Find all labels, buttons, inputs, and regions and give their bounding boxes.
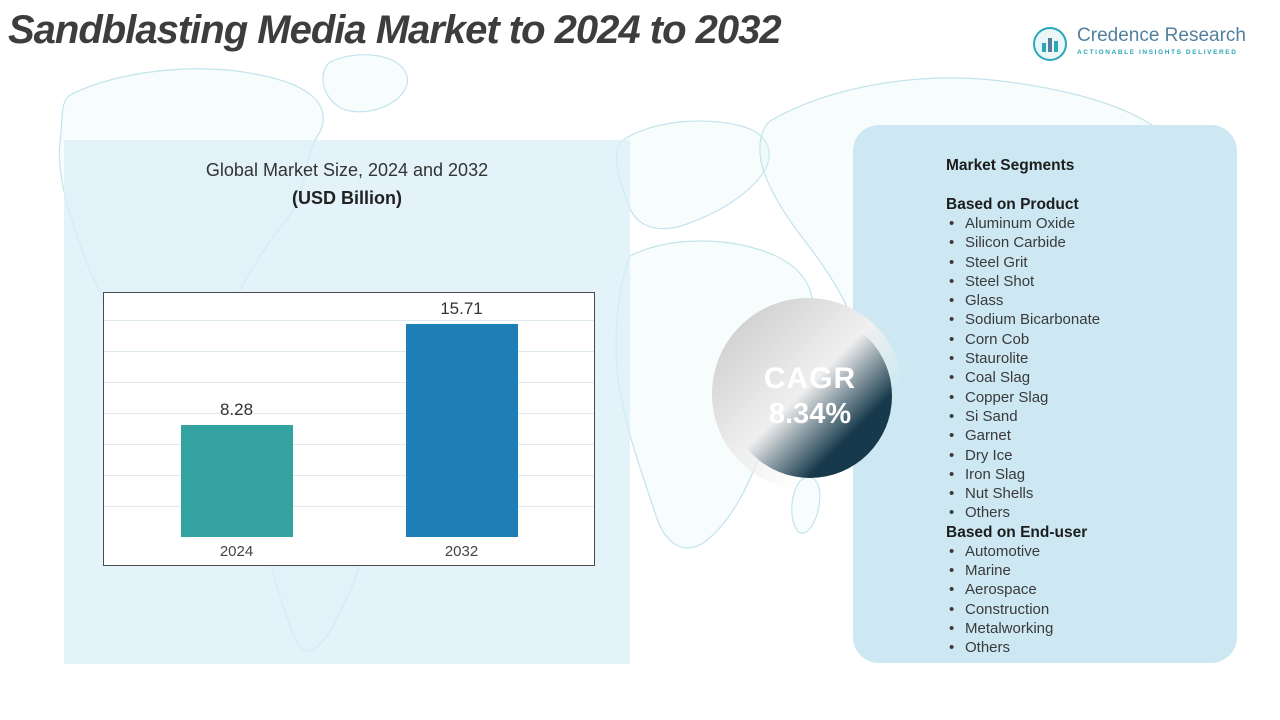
segment-item: Copper Slag bbox=[946, 388, 1209, 408]
bar-2024 bbox=[180, 424, 293, 537]
segment-item: Staurolite bbox=[946, 349, 1209, 369]
segment-item: Marine bbox=[946, 561, 1209, 581]
segment-item: Others bbox=[946, 638, 1209, 658]
segment-item: Metalworking bbox=[946, 619, 1209, 639]
bar-column: 15.71 bbox=[405, 293, 518, 537]
cagr-badge: CAGR 8.34% bbox=[712, 298, 904, 490]
segment-item: Iron Slag bbox=[946, 465, 1209, 485]
page-title: Sandblasting Media Market to 2024 to 203… bbox=[8, 8, 782, 52]
credence-logo-icon bbox=[1033, 27, 1068, 61]
segment-item: Aerospace bbox=[946, 580, 1209, 600]
segment-group-heading: Based on Product bbox=[946, 196, 1079, 213]
segment-item: Si Sand bbox=[946, 407, 1209, 427]
segment-item: Glass bbox=[946, 291, 1209, 311]
market-size-panel: Global Market Size, 2024 and 2032 (USD B… bbox=[64, 140, 630, 664]
bar-category-row: 2024 2032 bbox=[104, 537, 594, 565]
segment-item: Automotive bbox=[946, 542, 1209, 562]
segment-item: Sodium Bicarbonate bbox=[946, 310, 1209, 330]
segment-item: Aluminum Oxide bbox=[946, 214, 1209, 234]
segment-item: Nut Shells bbox=[946, 484, 1209, 504]
cagr-label: CAGR bbox=[763, 361, 857, 395]
segment-group: Based on ProductAluminum OxideSilicon Ca… bbox=[946, 195, 1209, 523]
bar-chart: 8.28 15.71 2024 2032 bbox=[103, 292, 595, 566]
segment-group: Based on End-userAutomotiveMarineAerospa… bbox=[946, 523, 1209, 658]
segment-list: Aluminum OxideSilicon CarbideSteel GritS… bbox=[946, 214, 1209, 523]
segment-list: AutomotiveMarineAerospaceConstructionMet… bbox=[946, 542, 1209, 658]
chart-subtitle: (USD Billion) bbox=[292, 188, 402, 208]
bar-category-label: 2024 bbox=[219, 542, 254, 560]
bar-column: 8.28 bbox=[180, 293, 293, 537]
market-segments-panel: Market Segments Based on ProductAluminum… bbox=[853, 125, 1237, 663]
bar-category-label: 2032 bbox=[444, 542, 479, 560]
brand-logo: Credence Research Actionable Insights De… bbox=[1032, 26, 1246, 62]
bar-value-label: 8.28 bbox=[219, 399, 254, 419]
brand-name: Credence Research bbox=[1077, 25, 1246, 46]
segment-item: Dry Ice bbox=[946, 446, 1209, 466]
segment-item: Steel Grit bbox=[946, 253, 1209, 273]
segment-item: Steel Shot bbox=[946, 272, 1209, 292]
segment-item: Silicon Carbide bbox=[946, 233, 1209, 253]
bar-2032 bbox=[405, 324, 518, 537]
cagr-value: 8.34% bbox=[768, 397, 852, 430]
chart-title: Global Market Size, 2024 and 2032 bbox=[205, 160, 489, 180]
segment-group-heading: Based on End-user bbox=[946, 523, 1088, 541]
segment-item: Construction bbox=[946, 600, 1209, 620]
segment-item: Garnet bbox=[946, 426, 1209, 446]
bar-value-label: 15.71 bbox=[440, 299, 483, 319]
segment-item: Corn Cob bbox=[946, 330, 1209, 350]
brand-text: Credence Research Actionable Insights De… bbox=[1077, 25, 1246, 57]
bar-plot: 8.28 15.71 bbox=[104, 293, 594, 537]
segment-item: Others bbox=[946, 503, 1209, 523]
segment-groups: Based on ProductAluminum OxideSilicon Ca… bbox=[946, 195, 1209, 658]
segment-item: Coal Slag bbox=[946, 368, 1209, 388]
brand-tagline: Actionable Insights Delivered bbox=[1077, 49, 1238, 56]
segments-title: Market Segments bbox=[946, 157, 1075, 174]
